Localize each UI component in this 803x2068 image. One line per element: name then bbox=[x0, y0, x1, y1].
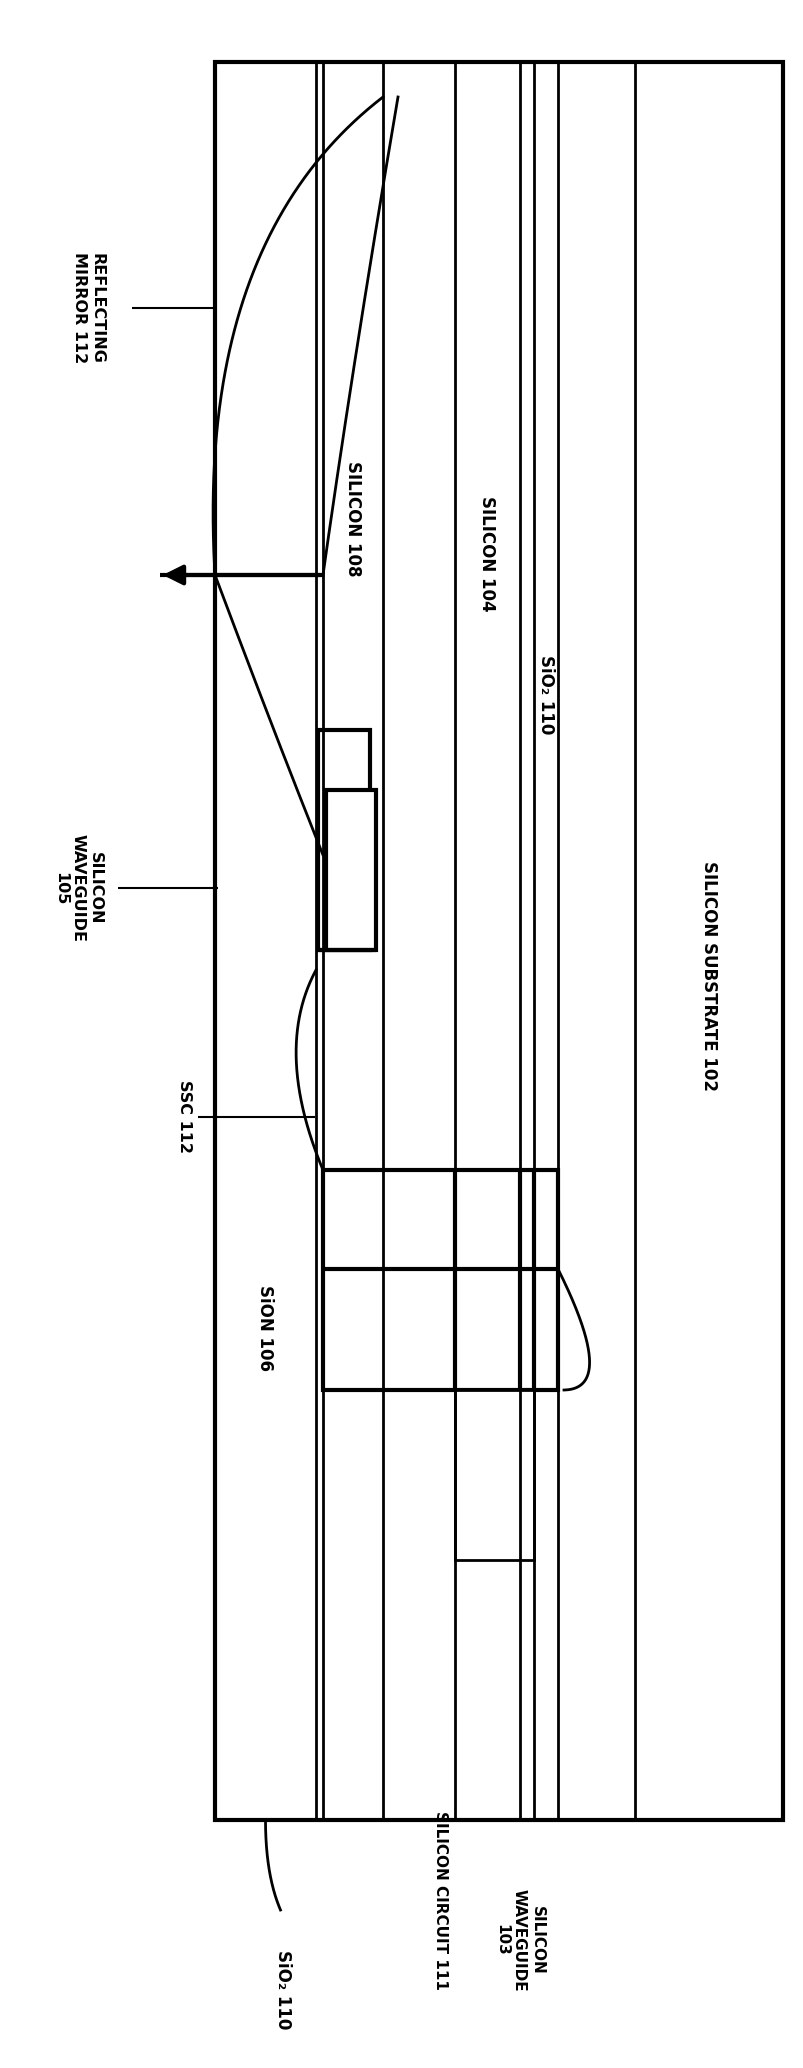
Text: SILICON
WAVEGUIDE
103: SILICON WAVEGUIDE 103 bbox=[494, 1888, 544, 1991]
Text: SILICON SUBSTRATE 102: SILICON SUBSTRATE 102 bbox=[699, 860, 717, 1092]
Bar bbox=[214, 62, 782, 1820]
Text: SILICON
WAVEGUIDE
105: SILICON WAVEGUIDE 105 bbox=[53, 833, 103, 943]
Text: SILICON CIRCUIT 111: SILICON CIRCUIT 111 bbox=[433, 1812, 447, 1989]
Text: SSC 112: SSC 112 bbox=[177, 1079, 192, 1154]
Text: SiO₂ 110: SiO₂ 110 bbox=[536, 656, 554, 734]
Bar bbox=[318, 730, 369, 949]
Text: SILICON 108: SILICON 108 bbox=[344, 461, 361, 577]
Bar bbox=[325, 790, 376, 949]
Bar bbox=[323, 1170, 557, 1390]
Text: SILICON 104: SILICON 104 bbox=[478, 496, 496, 612]
Text: SiO₂ 110: SiO₂ 110 bbox=[274, 1950, 292, 2029]
Bar bbox=[454, 1390, 533, 1559]
Text: REFLECTING
MIRROR 112: REFLECTING MIRROR 112 bbox=[71, 252, 104, 364]
Text: SiON 106: SiON 106 bbox=[256, 1284, 274, 1371]
